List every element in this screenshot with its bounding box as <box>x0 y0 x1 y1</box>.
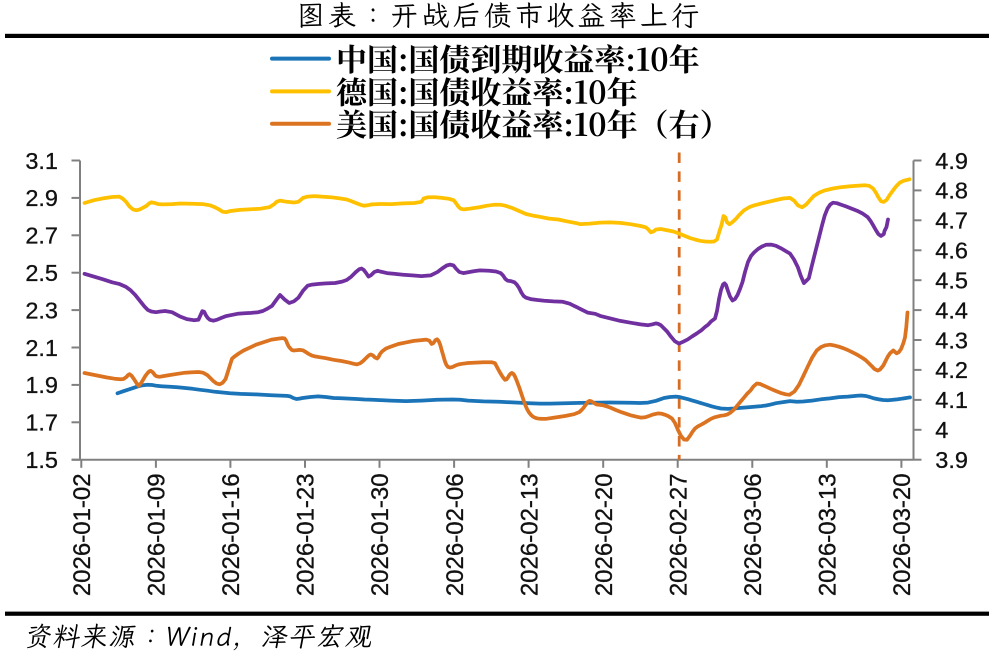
svg-text:2.1: 2.1 <box>25 335 58 361</box>
svg-text:4.5: 4.5 <box>935 268 968 294</box>
svg-text:2026-01-16: 2026-01-16 <box>218 473 245 596</box>
svg-text:3.9: 3.9 <box>935 447 968 473</box>
svg-text:4: 4 <box>935 417 948 443</box>
svg-text:2.7: 2.7 <box>25 223 58 249</box>
svg-text:2.3: 2.3 <box>25 297 58 323</box>
svg-text:4.7: 4.7 <box>935 208 968 234</box>
svg-text:2026-02-06: 2026-02-06 <box>442 473 469 596</box>
svg-text:4.6: 4.6 <box>935 238 968 264</box>
svg-text:1.9: 1.9 <box>25 372 58 398</box>
svg-text:2026-01-30: 2026-01-30 <box>367 473 394 596</box>
svg-text:2.5: 2.5 <box>25 260 58 286</box>
svg-text:4.8: 4.8 <box>935 178 968 204</box>
svg-text:1.5: 1.5 <box>25 447 58 473</box>
svg-text:4.1: 4.1 <box>935 387 968 413</box>
svg-text:2026-02-13: 2026-02-13 <box>516 473 543 596</box>
svg-text:2026-01-02: 2026-01-02 <box>69 473 96 596</box>
svg-text:2026-03-06: 2026-03-06 <box>740 473 767 596</box>
svg-text:4.2: 4.2 <box>935 357 968 383</box>
svg-text:3.1: 3.1 <box>25 148 58 174</box>
svg-text:2026-01-09: 2026-01-09 <box>144 473 171 596</box>
svg-text:2.9: 2.9 <box>25 185 58 211</box>
svg-text:2026-03-20: 2026-03-20 <box>889 473 916 596</box>
svg-text:4.3: 4.3 <box>935 327 968 353</box>
svg-text:4.4: 4.4 <box>935 297 968 323</box>
svg-text:2026-01-23: 2026-01-23 <box>293 473 320 596</box>
svg-text:2026-02-20: 2026-02-20 <box>591 473 618 596</box>
svg-text:4.9: 4.9 <box>935 148 968 174</box>
svg-text:2026-02-27: 2026-02-27 <box>665 473 692 596</box>
svg-text:1.7: 1.7 <box>25 410 58 436</box>
svg-text:2026-03-13: 2026-03-13 <box>815 473 842 596</box>
